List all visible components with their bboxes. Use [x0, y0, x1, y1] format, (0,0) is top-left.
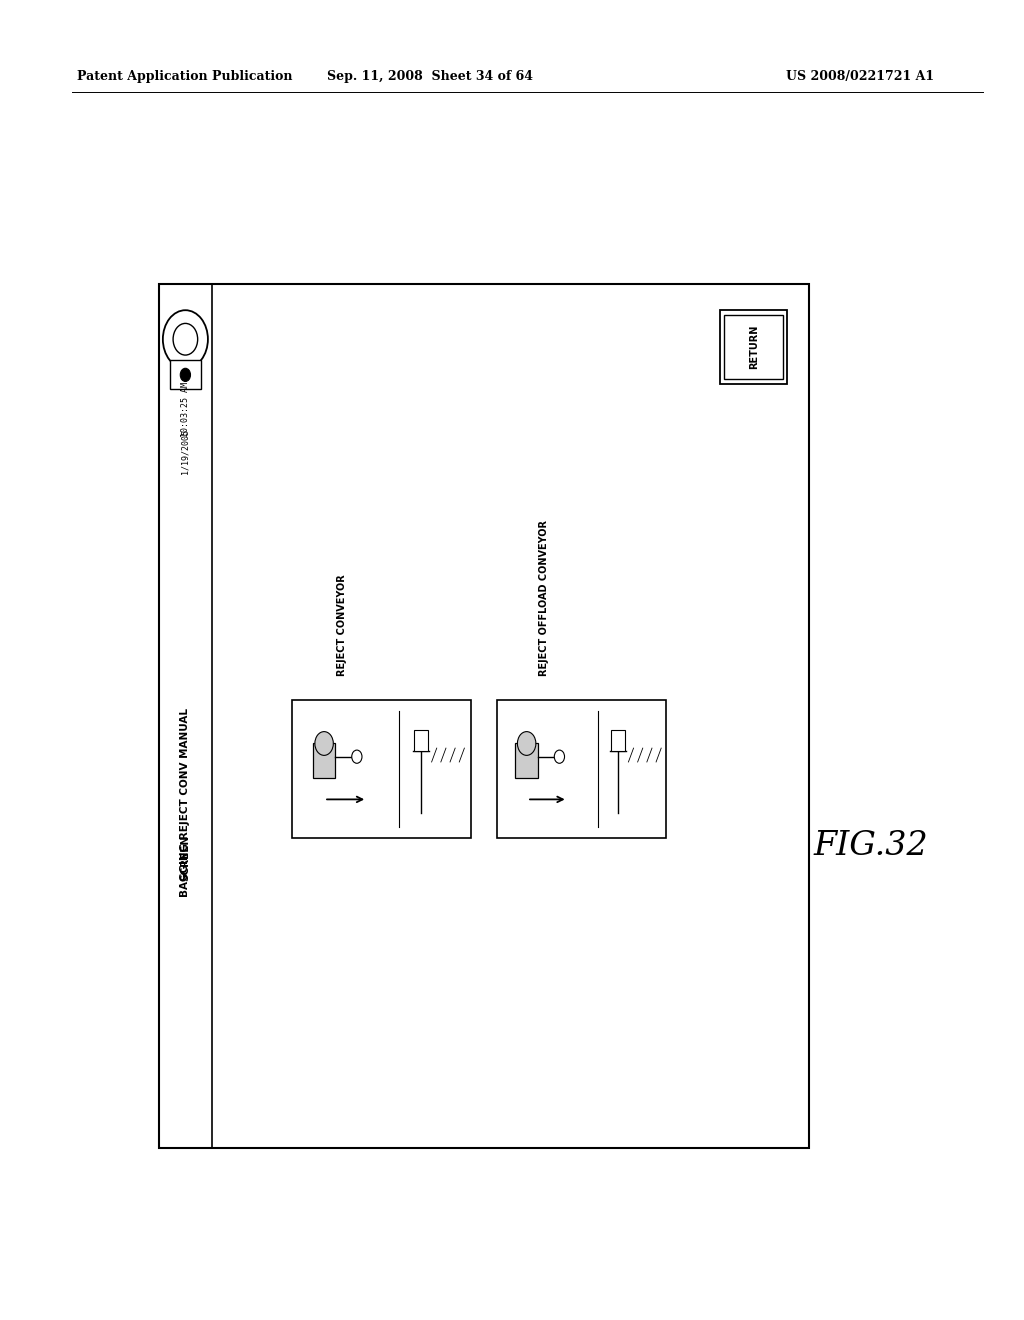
- Circle shape: [163, 310, 208, 368]
- Bar: [292, 700, 471, 838]
- Bar: [724, 315, 783, 379]
- Circle shape: [554, 750, 564, 763]
- Text: REJECT OFFLOAD CONVEYOR: REJECT OFFLOAD CONVEYOR: [539, 520, 549, 676]
- Circle shape: [517, 731, 536, 755]
- Text: SCREEN: SCREEN: [180, 836, 190, 880]
- Bar: [611, 730, 626, 751]
- Text: Patent Application Publication: Patent Application Publication: [77, 70, 292, 83]
- Text: REJECT CONVEYOR: REJECT CONVEYOR: [337, 574, 347, 676]
- Bar: [497, 700, 666, 838]
- Circle shape: [314, 731, 333, 755]
- Text: 1/19/2005: 1/19/2005: [181, 429, 189, 474]
- Text: RETURN: RETURN: [749, 325, 759, 370]
- Circle shape: [180, 368, 190, 381]
- Circle shape: [352, 750, 362, 763]
- Bar: [159, 284, 809, 1148]
- Text: 10:03:25 AM: 10:03:25 AM: [181, 381, 189, 437]
- Bar: [170, 360, 201, 389]
- Text: US 2008/0221721 A1: US 2008/0221721 A1: [786, 70, 934, 83]
- Text: Sep. 11, 2008  Sheet 34 of 64: Sep. 11, 2008 Sheet 34 of 64: [327, 70, 534, 83]
- Bar: [414, 730, 428, 751]
- Bar: [515, 743, 538, 777]
- Text: FIG.32: FIG.32: [813, 830, 928, 862]
- Text: BAGGING REJECT CONV MANUAL: BAGGING REJECT CONV MANUAL: [180, 708, 190, 898]
- Bar: [720, 310, 787, 384]
- Bar: [312, 743, 335, 777]
- Circle shape: [173, 323, 198, 355]
